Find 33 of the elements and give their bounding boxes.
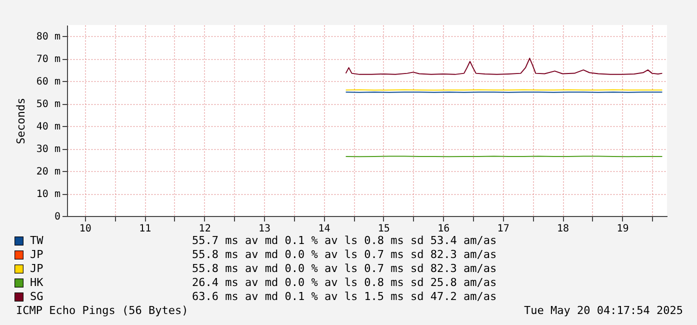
text: 63.6 ms av md 0.1 % av ls 1.5 ms sd 47.2 am/as: [192, 290, 497, 303]
y-tick-label: 70 m: [36, 54, 60, 66]
text: 26.4 ms av md 0.0 % av ls 0.8 ms sd 25.8 am/as: [192, 276, 497, 289]
text: 55.7 ms av md 0.1 % av ls 0.8 ms sd 53.4 am/as: [192, 234, 497, 247]
legend-label: JP: [30, 262, 44, 275]
x-tick-label: 18: [557, 224, 570, 234]
x-tick-label: 19: [616, 224, 629, 234]
y-tick-label: 30 m: [36, 144, 60, 156]
y-tick-label: 0: [54, 212, 60, 222]
x-tick-label: 15: [378, 224, 390, 234]
legend-label: JP: [30, 248, 44, 261]
y-tick-label: 40 m: [36, 122, 60, 133]
x-tick-label: 17: [497, 224, 510, 234]
x-tick-label: 11: [139, 224, 152, 234]
text: 55.8 ms av md 0.0 % av ls 0.7 ms sd 82.3 am/as: [192, 262, 497, 275]
line-series: [345, 58, 663, 75]
y-tick-label: 20 m: [36, 166, 60, 178]
x-tick-label: 16: [438, 224, 450, 234]
x-tick-label: 13: [258, 224, 271, 234]
legend-label: HK: [30, 276, 44, 289]
text: 55.8 ms av md 0.0 % av ls 0.7 ms sd 82.3 am/as: [192, 248, 497, 261]
y-tick-label: 80 m: [36, 32, 60, 43]
legend-label: SG: [30, 290, 44, 303]
x-tick-label: 10: [79, 224, 92, 234]
x-tick-label: 12: [198, 224, 211, 234]
x-tick-label: 14: [318, 224, 330, 234]
y-axis-title: Seconds: [14, 98, 28, 144]
y-tick-label: 10 m: [36, 189, 60, 200]
text: Tue May 20 04:17:54 2025: [524, 304, 683, 317]
legend-label: TW: [30, 234, 44, 247]
text: ICMP Echo Pings (56 Bytes): [16, 304, 188, 317]
y-tick-label: 60 m: [36, 76, 60, 88]
y-tick-label: 50 m: [36, 99, 60, 110]
